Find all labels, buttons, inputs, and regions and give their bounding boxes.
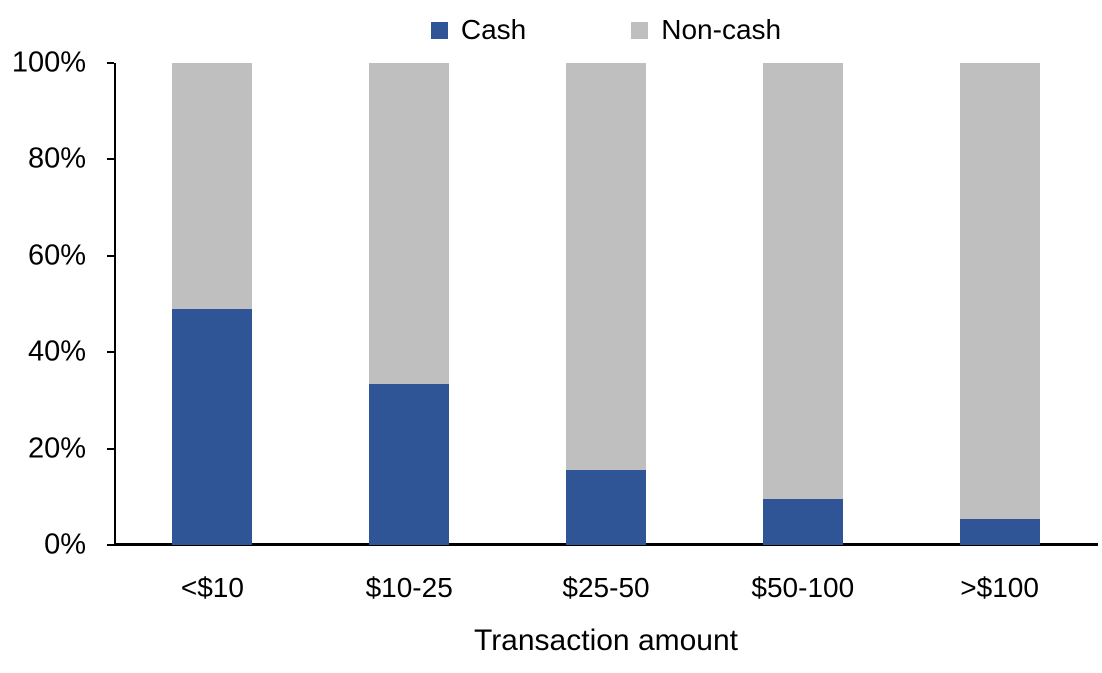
y-tick-label: 100% — [11, 46, 86, 79]
y-axis-tick — [107, 62, 114, 64]
y-axis-tick — [107, 158, 114, 161]
y-axis-tick — [107, 351, 114, 354]
bar-segment-non-cash-100 — [959, 63, 1040, 519]
legend-label-cash: Cash — [460, 14, 527, 45]
legend-swatch-non-cash — [631, 21, 649, 39]
x-axis-title: Transaction amount — [473, 624, 739, 657]
bar-segment-non-cash-10-25 — [369, 63, 450, 384]
legend-swatch-cash — [430, 21, 448, 39]
y-tick-label: 60% — [27, 239, 86, 272]
y-axis-tick — [107, 447, 114, 450]
legend: Cash Non-cash — [114, 12, 1098, 48]
y-tick-label: 40% — [27, 335, 86, 368]
y-tick-label: 20% — [27, 432, 86, 465]
plot-area: 0% 20% 40% 60% 80% 100% — [12, 48, 1098, 559]
x-category-label-50-100: $50-100 — [751, 572, 855, 603]
bar-segment-cash-10-25 — [369, 383, 450, 545]
bar-segment-cash-10 — [172, 308, 253, 545]
x-category-label-10: <$10 — [180, 572, 244, 603]
y-tick-label: 0% — [44, 528, 86, 561]
x-axis-category-labels: <$10 $10-25 $25-50 $50-100 >$100 — [114, 574, 1098, 606]
bar-segment-cash-100 — [959, 518, 1040, 545]
bar-segment-non-cash-10 — [172, 63, 253, 309]
bar-segment-cash-50-100 — [762, 499, 843, 545]
y-axis-tick — [107, 544, 114, 546]
bar-segment-cash-25-50 — [566, 470, 646, 545]
legend-item-cash: Cash — [430, 14, 527, 45]
legend-label-non-cash: Non-cash — [661, 14, 782, 45]
y-axis-tick — [107, 254, 114, 257]
y-axis-line — [114, 63, 116, 545]
bar-segment-non-cash-50-100 — [762, 63, 843, 500]
bar-segment-non-cash-25-50 — [566, 63, 646, 471]
x-category-label-25-50: $25-50 — [562, 572, 650, 603]
y-tick-label: 80% — [27, 142, 86, 175]
x-category-label-10-25: $10-25 — [365, 572, 453, 603]
x-category-label-100: >$100 — [960, 572, 1039, 603]
legend-item-non-cash: Non-cash — [631, 16, 781, 44]
